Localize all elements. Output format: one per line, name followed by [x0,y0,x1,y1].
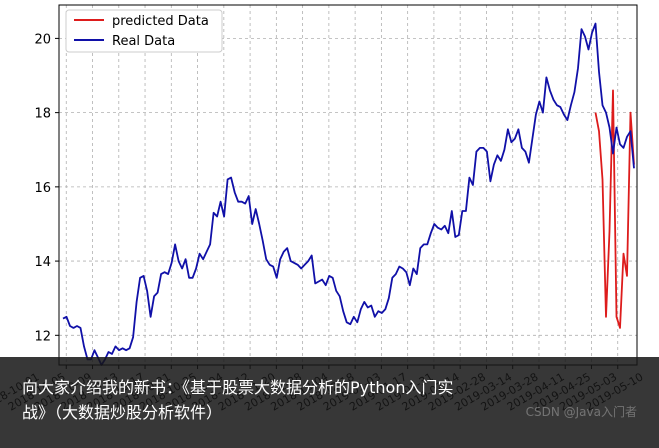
grid-lines [59,5,637,365]
legend-label-predicted: predicted Data [112,14,209,29]
watermark: CSDN @Java入门者 [525,405,637,419]
y-tick-label: 16 [34,181,51,196]
caption-line-1: 向大家介绍我的新书：《基于股票大数据分析的Python入门实 [22,378,454,397]
legend: predicted Data Real Data [65,9,223,53]
y-axis-ticks: 12 14 16 18 20 [34,32,59,344]
legend-label-real: Real Data [112,34,175,49]
caption-banner: 向大家介绍我的新书：《基于股票大数据分析的Python入门实 战》（大数据炒股分… [0,357,659,448]
y-tick-label: 18 [34,107,51,122]
y-tick-label: 12 [34,329,51,344]
predicted-data-line [594,89,635,329]
series-lines [62,22,635,366]
y-tick-label: 20 [34,32,51,47]
caption-line-2: 战》（大数据炒股分析软件） [22,403,223,422]
real-data-line [62,22,635,366]
plot-area [59,5,637,365]
legend-box [65,9,223,53]
y-tick-label: 14 [34,255,51,270]
